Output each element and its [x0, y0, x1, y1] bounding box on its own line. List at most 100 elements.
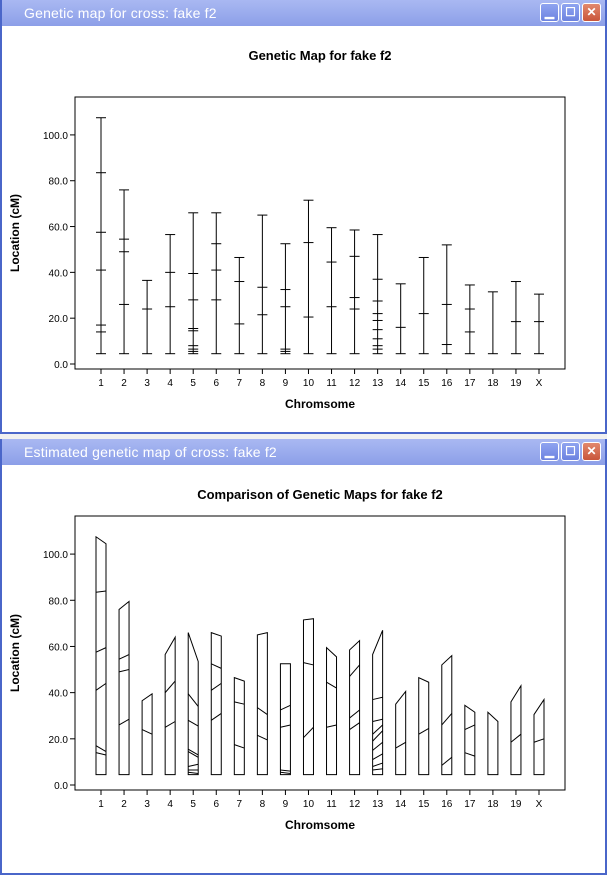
x-tick-label: 15	[418, 378, 430, 389]
window-titlebar[interactable]: Genetic map for cross: fake f2 ▁ ☐ ✕	[2, 0, 605, 26]
x-tick-label: 13	[372, 799, 384, 810]
x-tick-label: 3	[144, 799, 150, 810]
marker-connector	[187, 719, 199, 727]
chromosome-comparison-outline	[256, 631, 268, 776]
marker-connector	[464, 752, 476, 757]
marker-connector	[280, 769, 291, 772]
window-titlebar[interactable]: Estimated genetic map of cross: fake f2 …	[2, 439, 605, 465]
maximize-icon[interactable]: ☐	[561, 3, 580, 22]
close-icon[interactable]: ✕	[582, 3, 601, 22]
chromosome-comparison-outline	[326, 646, 338, 776]
genetic-map-window: Genetic map for cross: fake f2 ▁ ☐ ✕ Gen…	[0, 0, 607, 434]
window-title: Genetic map for cross: fake f2	[24, 5, 217, 21]
x-tick-label: 1	[98, 378, 104, 389]
chromosome-comparison-outline	[418, 676, 430, 776]
chromosome-comparison-outline	[279, 663, 291, 776]
marker-connector	[257, 734, 268, 741]
y-tick-label: 80.0	[49, 596, 69, 607]
x-tick-label: 7	[237, 799, 243, 810]
marker-connector	[95, 752, 107, 756]
marker-connector	[441, 756, 453, 766]
marker-connector	[372, 730, 383, 742]
chromosome-comparison-outline	[302, 618, 314, 776]
chromosome-comparison-outline	[141, 692, 153, 776]
chromosome-comparison-outline	[464, 704, 476, 776]
marker-connector	[372, 753, 383, 761]
marker-connector	[188, 771, 199, 774]
window-title: Estimated genetic map of cross: fake f2	[24, 444, 277, 460]
marker-connector	[326, 681, 337, 689]
x-tick-label: 19	[510, 378, 522, 389]
minimize-icon[interactable]: ▁	[540, 442, 559, 461]
chromosome-comparison-outline	[210, 631, 222, 776]
x-tick-label: X	[536, 799, 543, 810]
comparison-map-chart: Comparison of Genetic Maps for fake f2 0.…	[8, 487, 566, 832]
chromosome-comparison-outline	[372, 630, 384, 776]
y-axis-label: Location (cM)	[8, 194, 22, 272]
x-tick-label: 5	[190, 378, 196, 389]
marker-connector	[372, 762, 383, 767]
marker-connector	[257, 707, 268, 715]
y-tick-label: 60.0	[49, 223, 69, 234]
marker-connector	[372, 741, 383, 751]
x-tick-label: 4	[167, 799, 173, 810]
x-tick-label: 9	[283, 799, 289, 810]
chromosome-comparison-outline	[533, 697, 545, 776]
x-tick-label: 8	[260, 799, 266, 810]
marker-connector	[372, 718, 383, 722]
y-tick-label: 40.0	[49, 268, 69, 279]
chromosome-comparison-outline	[395, 690, 407, 776]
marker-connector	[280, 704, 291, 711]
y-axis-label: Location (cM)	[8, 614, 22, 692]
maximize-icon[interactable]: ☐	[561, 442, 580, 461]
close-icon[interactable]: ✕	[582, 442, 601, 461]
chromosome-comparison-outline	[233, 676, 245, 776]
x-tick-label: 18	[487, 378, 499, 389]
estimated-map-window: Estimated genetic map of cross: fake f2 …	[0, 439, 607, 875]
chromosome-comparison-outline	[441, 654, 453, 776]
x-axis-label: Chromsome	[285, 397, 355, 411]
marker-connector	[210, 713, 222, 721]
genetic-map-chart: Genetic Map for fake f2 0.0 20.0 40.0 60.0 80…	[8, 48, 566, 411]
plot-frame	[74, 515, 566, 791]
x-tick-label: 5	[190, 799, 196, 810]
marker-connector	[349, 664, 360, 677]
x-axis-label: Chromsome	[285, 818, 355, 832]
marker-connector	[349, 722, 360, 730]
x-tick-label: 14	[395, 378, 407, 389]
marker-connector	[510, 733, 522, 743]
x-tick-label: 14	[395, 799, 407, 810]
marker-connector	[95, 745, 107, 752]
marker-connector	[118, 654, 130, 660]
x-tick-label: 10	[303, 378, 315, 389]
marker-connector	[326, 724, 337, 728]
chromosome-comparison-outline	[510, 683, 522, 776]
x-tick-label: 12	[349, 378, 361, 389]
x-tick-label: X	[536, 378, 543, 389]
x-tick-label: 1	[98, 799, 104, 810]
x-tick-label: 16	[441, 378, 453, 389]
marker-connector	[234, 701, 245, 705]
x-tick-label: 18	[487, 799, 499, 810]
marker-connector	[464, 724, 476, 731]
y-tick-label: 20.0	[49, 735, 69, 746]
marker-connector	[349, 709, 360, 719]
marker-connector	[303, 662, 314, 666]
x-tick-label: 3	[144, 378, 150, 389]
x-tick-label: 15	[418, 799, 430, 810]
marker-connector	[95, 647, 107, 653]
marker-connector	[280, 724, 291, 728]
x-tick-label: 11	[326, 799, 337, 810]
x-tick-label: 19	[510, 799, 522, 810]
minimize-icon[interactable]: ▁	[540, 3, 559, 22]
x-tick-label: 2	[121, 378, 127, 389]
x-tick-label: 6	[213, 799, 219, 810]
marker-connector	[141, 729, 153, 735]
chromosome-comparison-outline	[95, 535, 107, 776]
chromosome-comparison-outline	[118, 600, 130, 776]
marker-connector	[372, 696, 383, 701]
marker-connector	[211, 663, 222, 669]
marker-connector	[441, 713, 453, 726]
marker-connector	[188, 763, 199, 768]
marker-connector	[418, 727, 429, 735]
